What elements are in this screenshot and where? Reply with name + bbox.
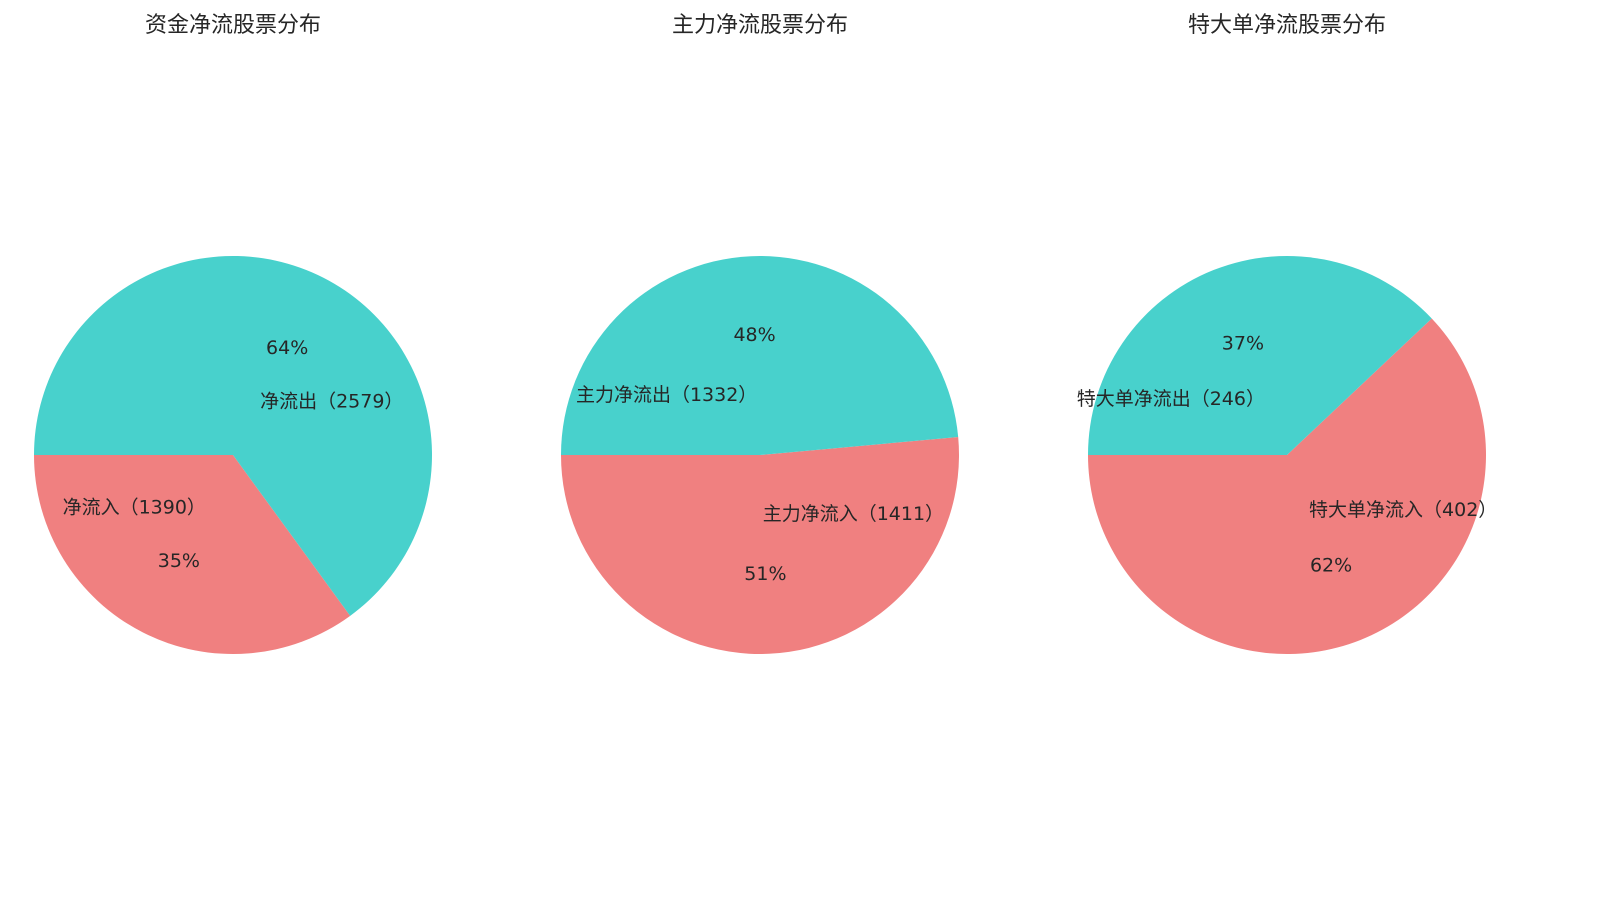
percent-label: 51% (744, 563, 786, 585)
chart-title: 资金净流股票分布 (145, 13, 321, 38)
pie-slice (1088, 318, 1487, 654)
slice-label: 特大单净流入（402） (1309, 499, 1497, 521)
pie-slice (561, 437, 959, 655)
percent-label: 64% (266, 337, 308, 359)
pie-slice (561, 256, 959, 455)
pie-slice (1088, 256, 1432, 455)
slice-label: 特大单净流出（246） (1077, 388, 1265, 410)
slice-label: 净流出（2579） (260, 390, 403, 412)
chart-title: 特大单净流股票分布 (1188, 13, 1386, 38)
percent-label: 35% (158, 550, 200, 572)
slice-label: 主力净流入（1411） (763, 503, 944, 525)
percent-label: 62% (1310, 554, 1352, 576)
pie-slice (34, 455, 351, 654)
slice-label: 主力净流出（1332） (576, 384, 757, 406)
percent-label: 48% (733, 324, 775, 346)
pie-slice (34, 255, 432, 616)
percent-label: 37% (1222, 333, 1264, 355)
slice-label: 净流入（1390） (63, 497, 206, 519)
chart-title: 主力净流股票分布 (672, 13, 848, 38)
